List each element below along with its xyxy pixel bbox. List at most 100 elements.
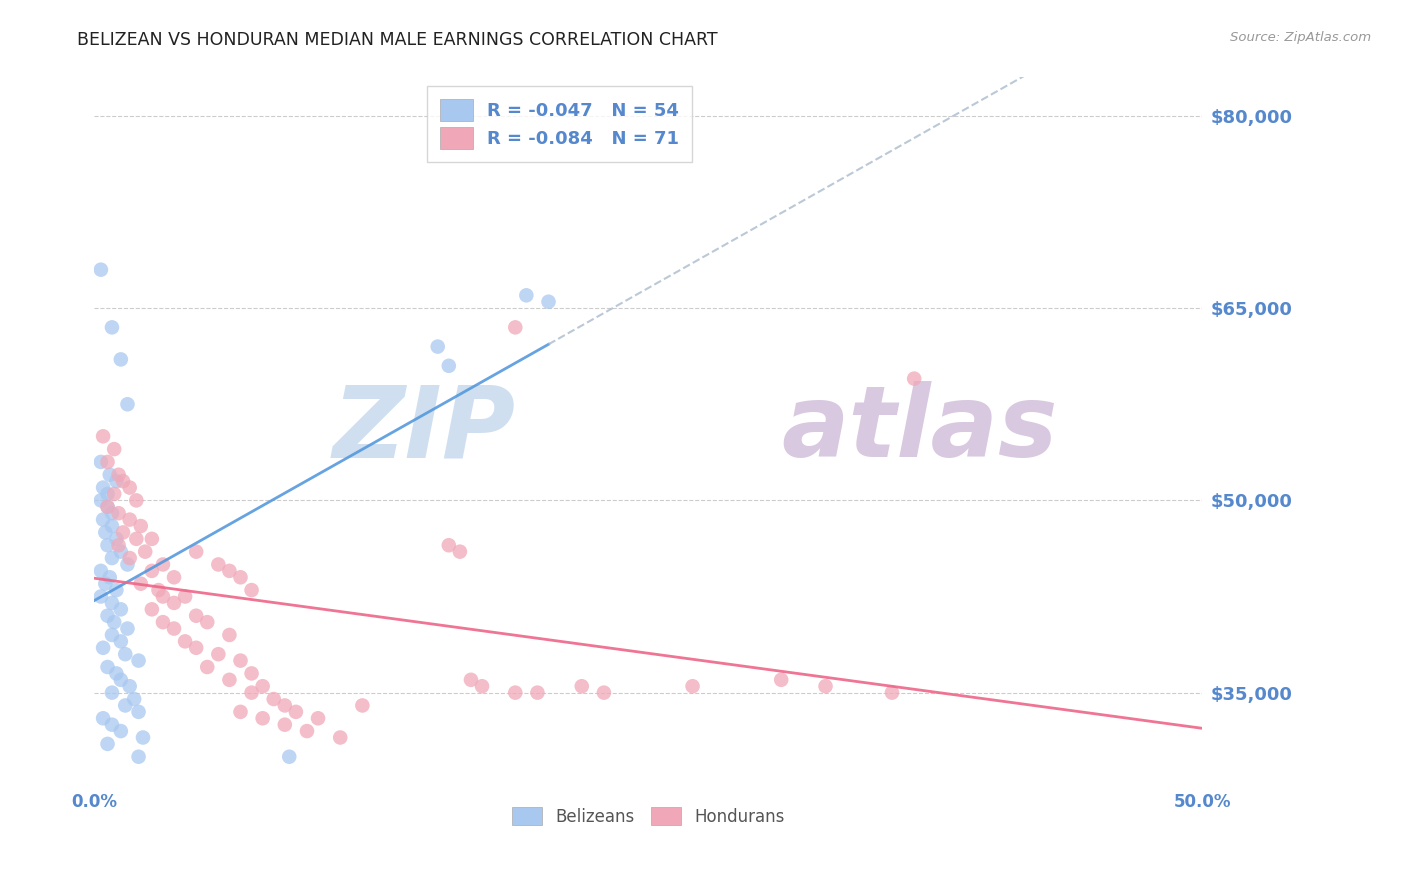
Point [284,705,307,719]
Point [186,640,208,655]
Point [571,679,593,693]
Point [682,679,704,693]
Point [229,570,252,584]
Point [96,538,118,552]
Point [426,340,449,354]
Point [105,666,128,681]
Point [114,698,136,713]
Point [103,442,125,456]
Point [110,673,132,687]
Point [515,288,537,302]
Point [449,544,471,558]
Point [195,660,218,674]
Point [240,666,263,681]
Point [105,583,128,598]
Point [129,519,152,533]
Point [125,493,148,508]
Point [118,481,141,495]
Point [207,647,229,661]
Point [195,615,218,629]
Point [252,679,274,693]
Point [352,698,374,713]
Point [437,359,460,373]
Point [174,590,197,604]
Point [503,685,526,699]
Point [240,685,263,699]
Point [105,532,128,546]
Point [90,564,112,578]
Point [295,724,318,739]
Point [101,717,124,731]
Point [96,660,118,674]
Point [471,679,494,693]
Point [118,513,141,527]
Point [229,705,252,719]
Point [263,692,285,706]
Point [94,576,117,591]
Point [91,513,114,527]
Point [103,615,125,629]
Point [218,673,240,687]
Point [107,506,129,520]
Point [98,467,121,482]
Point [229,654,252,668]
Point [274,717,297,731]
Point [163,622,186,636]
Point [132,731,155,745]
Point [110,602,132,616]
Point [278,749,301,764]
Point [112,525,135,540]
Point [90,590,112,604]
Point [117,397,139,411]
Text: ZIP: ZIP [332,382,515,478]
Point [128,654,150,668]
Point [117,558,139,572]
Point [110,352,132,367]
Point [90,493,112,508]
Point [880,685,903,699]
Point [186,544,208,558]
Point [90,455,112,469]
Point [437,538,460,552]
Text: BELIZEAN VS HONDURAN MEDIAN MALE EARNINGS CORRELATION CHART: BELIZEAN VS HONDURAN MEDIAN MALE EARNING… [77,31,718,49]
Point [770,673,793,687]
Point [152,615,174,629]
Point [903,371,925,385]
Point [91,481,114,495]
Point [593,685,616,699]
Point [240,583,263,598]
Point [101,596,124,610]
Point [91,711,114,725]
Point [96,737,118,751]
Point [163,596,186,610]
Point [329,731,352,745]
Point [218,628,240,642]
Point [96,500,118,514]
Point [96,455,118,469]
Point [128,705,150,719]
Point [101,519,124,533]
Point [118,551,141,566]
Point [163,570,186,584]
Point [141,532,163,546]
Point [96,487,118,501]
Point [101,685,124,699]
Point [186,608,208,623]
Point [114,647,136,661]
Point [110,724,132,739]
Point [307,711,329,725]
Point [122,692,145,706]
Point [207,558,229,572]
Point [141,564,163,578]
Point [503,320,526,334]
Point [148,583,170,598]
Point [91,640,114,655]
Text: Source: ZipAtlas.com: Source: ZipAtlas.com [1230,31,1371,45]
Point [460,673,482,687]
Point [174,634,197,648]
Legend: Belizeans, Hondurans: Belizeans, Hondurans [503,799,793,834]
Point [101,628,124,642]
Point [134,544,156,558]
Point [152,558,174,572]
Point [112,474,135,488]
